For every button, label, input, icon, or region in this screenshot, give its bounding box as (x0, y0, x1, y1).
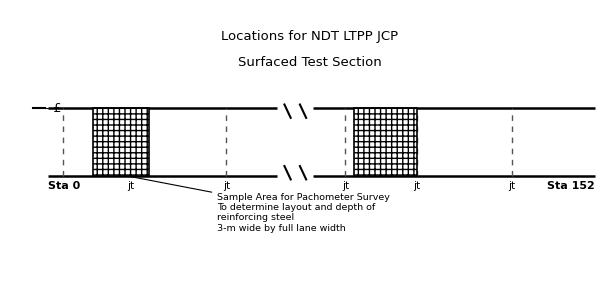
Text: jt: jt (413, 181, 420, 191)
Text: Surfaced Test Section: Surfaced Test Section (238, 56, 381, 69)
Text: Sample Area for Pachometer Survey
To determine layout and depth of
reinforcing s: Sample Area for Pachometer Survey To det… (218, 193, 390, 233)
Text: Sta 152: Sta 152 (547, 181, 595, 191)
Text: jt: jt (223, 181, 230, 191)
Text: jt: jt (128, 181, 135, 191)
Text: Locations for NDT LTPP JCP: Locations for NDT LTPP JCP (221, 30, 398, 43)
Bar (354, 108, 417, 176)
Text: jt: jt (508, 181, 516, 191)
Text: jt: jt (341, 181, 349, 191)
Bar (93, 108, 149, 176)
Text: - £: - £ (45, 101, 61, 115)
Text: Sta 0: Sta 0 (48, 181, 80, 191)
